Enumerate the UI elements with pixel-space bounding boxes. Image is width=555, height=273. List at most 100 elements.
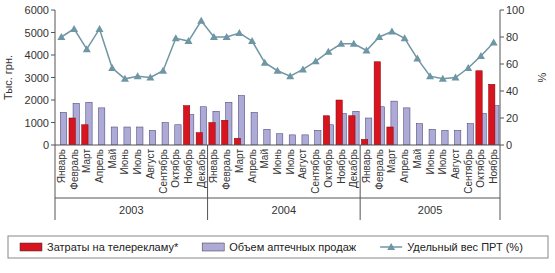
- marker: [248, 37, 256, 44]
- marker: [121, 75, 129, 82]
- x-tick-label: Январь: [208, 149, 219, 183]
- marker: [490, 38, 498, 45]
- x-tick-label: Июль: [132, 149, 143, 175]
- y2-tick: [500, 145, 504, 146]
- bar: [69, 118, 75, 145]
- y2-tick: [500, 10, 504, 11]
- marker: [299, 65, 307, 72]
- x-tick-label: Октябрь: [323, 149, 334, 188]
- y-tick: [51, 122, 55, 123]
- x-tick-label: Февраль: [374, 149, 385, 190]
- x-tick-label: Июль: [437, 149, 448, 175]
- x-tick-label: Март: [234, 149, 245, 173]
- line: [61, 21, 493, 79]
- marker: [426, 72, 434, 79]
- bar: [454, 130, 460, 145]
- legend-swatch: [387, 243, 395, 250]
- marker: [134, 72, 142, 79]
- y-tick-label: 1000: [25, 117, 49, 129]
- chart: 0100020003000400050006000020406080100Тыс…: [0, 0, 555, 273]
- x-tick-label: Март: [81, 149, 92, 173]
- y-tick-label: 6000: [25, 4, 49, 16]
- y2-tick-label: 60: [506, 58, 518, 70]
- x-tick-label: Декабрь: [348, 149, 359, 188]
- bar: [276, 134, 282, 145]
- bar: [323, 116, 329, 145]
- marker: [96, 25, 104, 32]
- marker: [439, 75, 447, 82]
- bar: [234, 138, 240, 145]
- y2-tick-label: 80: [506, 31, 518, 43]
- y2-tick: [500, 118, 504, 119]
- legend-label: Удельный вес ПРТ (%): [407, 241, 523, 253]
- legend-box: [8, 236, 548, 258]
- y2-tick-label: 40: [506, 85, 518, 97]
- bar: [416, 124, 422, 145]
- group-separator: [207, 145, 208, 220]
- y-tick: [51, 55, 55, 56]
- legend: Затраты на телерекламу*Объем аптечных пр…: [8, 236, 548, 258]
- bar: [149, 130, 155, 145]
- group-separator: [500, 145, 501, 220]
- marker: [185, 37, 193, 44]
- x-tick-label: Март: [386, 149, 397, 173]
- bar: [315, 130, 321, 145]
- marker: [146, 74, 154, 81]
- y2-tick: [500, 64, 504, 65]
- group-label: 2005: [418, 204, 442, 216]
- marker: [274, 67, 282, 74]
- y-tick-label: 4000: [25, 49, 49, 61]
- x-tick-label: Ноябрь: [488, 149, 499, 184]
- bar: [429, 129, 435, 145]
- x-tick-label: Апрель: [247, 149, 258, 183]
- marker: [413, 55, 421, 62]
- x-tick-label: Август: [297, 149, 308, 180]
- x-tick-label: Октябрь: [475, 149, 486, 188]
- bar: [196, 133, 202, 145]
- bar: [175, 125, 181, 145]
- marker: [70, 25, 78, 32]
- y-axis-label: Тыс. грн.: [2, 55, 14, 100]
- bar: [111, 127, 117, 145]
- y-tick-label: 0: [43, 139, 49, 151]
- y-tick: [51, 10, 55, 11]
- marker: [57, 33, 65, 40]
- marker: [210, 33, 218, 40]
- y2-axis: [500, 10, 501, 145]
- bar: [209, 123, 215, 146]
- y2-axis-label: %: [536, 72, 548, 82]
- legend-label: Объем аптечных продаж: [229, 241, 357, 253]
- bar: [442, 130, 448, 145]
- x-tick-label: Ноябрь: [336, 149, 347, 184]
- x-tick-label: Апрель: [94, 149, 105, 183]
- y-tick: [51, 145, 55, 146]
- marker: [452, 74, 460, 81]
- x-tick-label: Октябрь: [170, 149, 181, 188]
- x-tick-label: Декабрь: [196, 149, 207, 188]
- x-tick-label: Июнь: [119, 149, 130, 174]
- y-tick: [51, 100, 55, 101]
- bar: [374, 62, 380, 145]
- marker: [388, 28, 396, 35]
- x-tick-label: Февраль: [221, 149, 232, 190]
- y-tick-label: 3000: [25, 72, 49, 84]
- legend-swatch: [20, 243, 42, 251]
- group-label: 2004: [272, 204, 296, 216]
- group-label: 2003: [119, 204, 143, 216]
- bar: [98, 108, 104, 145]
- x-tick-label: Январь: [56, 149, 67, 183]
- group-rule: [55, 198, 500, 199]
- x-tick-label: Сентябрь: [158, 149, 169, 194]
- marker: [223, 33, 231, 40]
- bar: [489, 84, 495, 145]
- y2-tick-label: 0: [506, 139, 512, 151]
- bar: [183, 106, 189, 145]
- bar: [124, 127, 130, 145]
- bar: [349, 116, 355, 145]
- x-tick-label: Июнь: [425, 149, 436, 174]
- marker: [363, 47, 371, 54]
- bar: [476, 71, 482, 145]
- y-tick-label: 5000: [25, 27, 49, 39]
- bar: [361, 139, 367, 145]
- x-tick-label: Июнь: [272, 149, 283, 174]
